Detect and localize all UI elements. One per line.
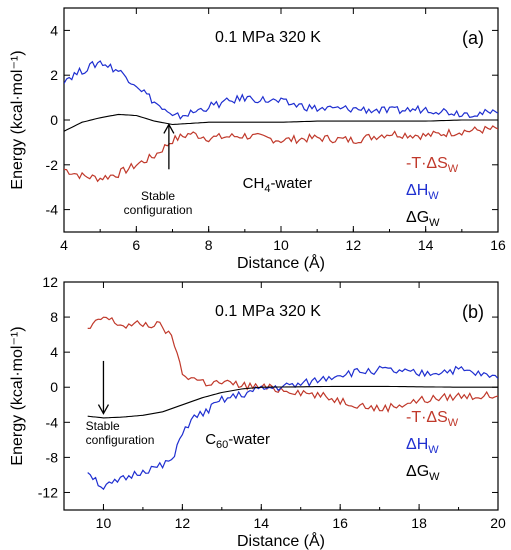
legend-entry: -T·ΔSW (406, 155, 459, 175)
legend-entry: ΔGW (406, 209, 440, 229)
y-tick-label: -4 (46, 414, 59, 430)
y-tick-label: 0 (50, 379, 58, 395)
y-tick-label: 8 (50, 309, 58, 325)
annotation-line-1: Stable (86, 419, 120, 433)
x-tick-label: 6 (132, 237, 140, 253)
series-line-h (87, 365, 498, 491)
legend-entry: ΔHW (406, 182, 439, 202)
x-tick-label: 12 (346, 237, 362, 253)
annotation-line-1: Stable (141, 189, 175, 203)
y-axis-label: Energy (kcal·mol⁻¹) (9, 50, 26, 189)
y-tick-label: 12 (42, 274, 58, 290)
y-tick-label: 0 (50, 112, 58, 128)
legend-entry: ΔHW (406, 436, 439, 456)
series-line-h (64, 60, 498, 120)
y-tick-label: -12 (38, 484, 58, 500)
system-label: C60-water (205, 431, 270, 451)
x-tick-label: 10 (96, 515, 112, 531)
series-line-g (64, 113, 498, 132)
y-tick-label: 2 (50, 67, 58, 83)
x-tick-label: 14 (418, 237, 434, 253)
series-line-g (87, 385, 498, 419)
series-line-ts (64, 125, 498, 183)
stable-arrow-head (97, 404, 110, 415)
x-tick-label: 12 (175, 515, 191, 531)
annotation-line-2: configuration (124, 203, 193, 217)
y-tick-label: 4 (50, 344, 58, 360)
x-axis-label: Distance (Å) (237, 531, 325, 550)
legend-entry: ΔGW (406, 463, 440, 483)
x-axis-label: Distance (Å) (237, 253, 325, 272)
panel-label: (a) (462, 28, 484, 48)
x-tick-label: 16 (490, 237, 506, 253)
y-tick-label: -4 (46, 202, 59, 218)
panel-b: 10 12 14 16 18 20 12 8 4 0 -4 -8 -12 0.1 MPa 320 K (b)… (9, 274, 506, 550)
x-tick-label: 4 (60, 237, 68, 253)
annotation-line-2: configuration (86, 433, 155, 447)
x-tick-label: 18 (411, 515, 427, 531)
condition-label: 0.1 MPa 320 K (215, 29, 321, 46)
y-tick-label: -8 (46, 449, 59, 465)
y-axis-label: Energy (kcal·mol⁻¹) (9, 326, 26, 465)
x-tick-label: 20 (490, 515, 506, 531)
x-tick-label: 14 (253, 515, 269, 531)
x-tick-label: 10 (273, 237, 289, 253)
series-line-ts (87, 316, 498, 413)
system-label: CH4-water (243, 175, 312, 195)
x-tick-label: 16 (332, 515, 348, 531)
legend-entry: -T·ΔSW (406, 409, 459, 429)
y-tick-label: -2 (46, 157, 59, 173)
stable-arrow-head (163, 123, 175, 134)
x-tick-label: 8 (205, 237, 213, 253)
panel-label: (b) (462, 302, 484, 322)
y-tick-label: 4 (50, 22, 58, 38)
panel-a: 4 6 8 10 12 14 16 4 2 0 -2 -4 0.1 MPa 320 K (a) Stable… (9, 7, 506, 272)
condition-label: 0.1 MPa 320 K (215, 303, 321, 320)
